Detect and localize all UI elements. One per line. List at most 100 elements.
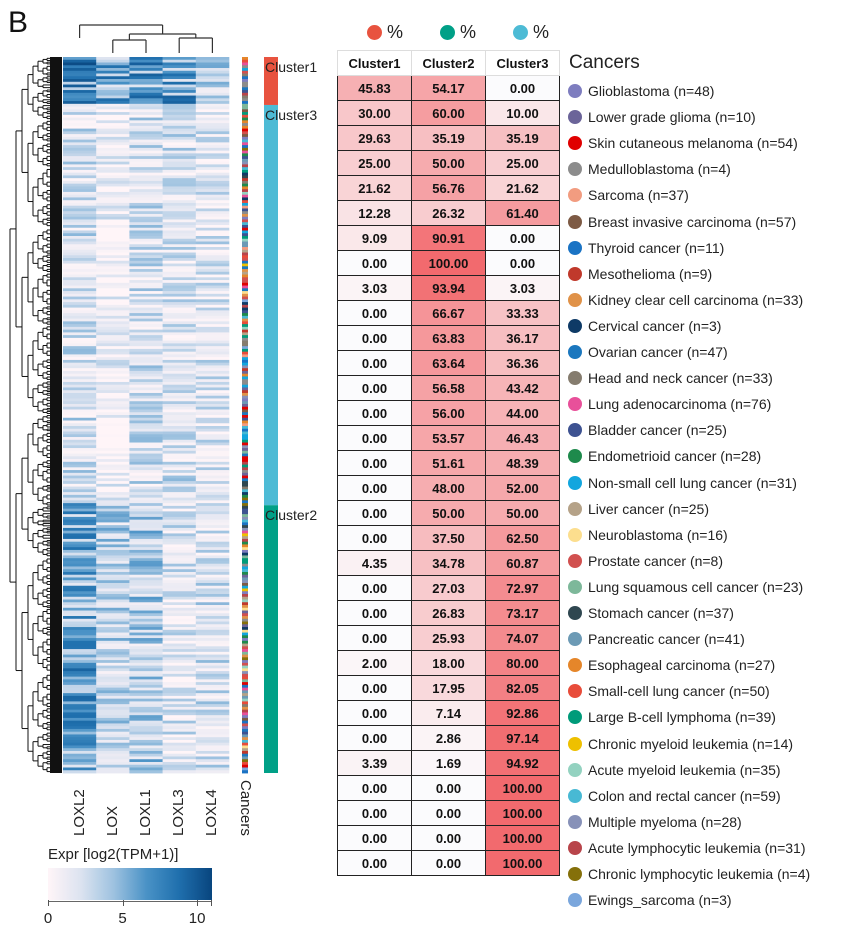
heatmap-cell: [129, 610, 163, 614]
heatmap-cell: [129, 519, 163, 523]
heatmap-cell: [162, 142, 197, 146]
heatmap-cell: [162, 249, 197, 253]
heatmap-cell: [129, 395, 163, 399]
heatmap-cell: [195, 671, 230, 675]
heatmap-cell: [129, 607, 163, 611]
heatmap-cell: [63, 139, 97, 143]
heatmap-cell: [129, 552, 163, 556]
heatmap-cell: [195, 756, 230, 760]
table-row: 0.00 66.67 33.33: [337, 300, 560, 326]
heatmap-cell: [129, 211, 163, 215]
heatmap-cell: [162, 577, 197, 581]
annotation-cell: [242, 643, 248, 647]
circle-icon: [568, 867, 582, 881]
heatmap-cell: [195, 114, 230, 118]
heatmap-cell: [195, 704, 230, 708]
heatmap-cell: [129, 464, 163, 468]
heatmap-cell: [129, 183, 163, 187]
heatmap-cell: [96, 527, 130, 532]
heatmap-cell: [129, 434, 163, 438]
heatmap-cell: [96, 136, 130, 141]
annotation-cell: [242, 530, 248, 534]
table-cell: 36.17: [485, 325, 560, 351]
legend-item: Medulloblastoma (n=4): [568, 156, 731, 182]
heatmap-cell: [96, 720, 130, 724]
heatmap-cell: [129, 673, 163, 678]
annotation-cell: [242, 208, 248, 212]
heatmap-cell: [195, 486, 230, 490]
heatmap-cell: [63, 764, 97, 768]
legend-item: Acute myeloid leukemia (n=35): [568, 757, 781, 783]
heatmap-cell: [63, 497, 97, 501]
heatmap-cell: [195, 205, 230, 209]
heatmap-cell: [63, 582, 97, 587]
heatmap-cell: [129, 591, 163, 595]
heatmap-cell: [195, 640, 230, 644]
heatmap-cell: [96, 112, 130, 116]
heatmap-cell: [129, 227, 163, 231]
heatmap-cell: [195, 282, 230, 286]
heatmap-cell: [96, 723, 130, 727]
heatmap-cell: [63, 87, 97, 91]
heatmap-cell: [129, 547, 163, 551]
heatmap-cell: [162, 511, 197, 515]
heatmap-cell: [96, 120, 130, 124]
heatmap-cell: [195, 247, 230, 251]
heatmap-cell: [96, 426, 130, 430]
heatmap-cell: [96, 318, 130, 322]
heatmap-cell: [162, 291, 197, 295]
heatmap-cell: [162, 646, 197, 650]
heatmap-cell: [162, 172, 197, 176]
circle-icon: [568, 893, 582, 908]
heatmap-cell: [162, 392, 197, 397]
heatmap-cell: [129, 304, 163, 308]
heatmap-cell: [162, 65, 197, 69]
annotation-cell: [242, 726, 248, 730]
heatmap-cell: [129, 169, 163, 174]
heatmap-cell: [63, 255, 97, 259]
heatmap-cell: [63, 456, 97, 460]
heatmap-cell: [96, 180, 130, 185]
heatmap-cell: [96, 205, 130, 209]
heatmap-cell: [63, 649, 97, 653]
heatmap-cell: [162, 310, 197, 314]
heatmap-cell: [129, 335, 163, 339]
annotation-cell: [242, 497, 248, 501]
heatmap-cell: [195, 222, 230, 226]
heatmap-cell: [129, 594, 163, 598]
annotation-cell: [242, 415, 248, 419]
heatmap-cell: [162, 423, 197, 427]
heatmap-cell: [96, 244, 130, 248]
heatmap-cell: [162, 627, 197, 631]
heatmap-cell: [162, 236, 197, 240]
heatmap-cell: [129, 538, 163, 543]
annotation-cell: [242, 401, 248, 405]
heatmap-cell: [129, 616, 163, 620]
heatmap-cell: [162, 560, 197, 565]
heatmap-cell: [96, 591, 130, 595]
heatmap-cell: [195, 236, 230, 240]
annotation-cell: [242, 150, 248, 154]
table-cell: 44.00: [485, 400, 560, 426]
annotation-cell: [242, 191, 248, 196]
heatmap-cell: [162, 682, 197, 686]
annotation-cell: [242, 434, 248, 438]
heatmap-cell: [96, 255, 130, 259]
heatmap-cell: [63, 370, 97, 375]
annotation-cell: [242, 128, 248, 132]
heatmap-cell: [63, 472, 97, 476]
heatmap-cell: [195, 161, 230, 165]
legend-label: Stomach cancer (n=37): [588, 605, 734, 621]
heatmap-cell: [162, 260, 197, 264]
heatmap-cell: [129, 156, 163, 160]
heatmap-cell: [96, 387, 130, 391]
heatmap-cell: [63, 329, 97, 333]
heatmap-cell: [96, 613, 130, 617]
table-cell: 63.83: [411, 325, 486, 351]
heatmap-cell: [162, 508, 197, 512]
table-cell: 45.83: [337, 75, 412, 101]
heatmap-cell: [195, 260, 230, 264]
heatmap-cell: [96, 706, 130, 711]
heatmap-cell: [195, 585, 230, 589]
heatmap-cell: [195, 492, 230, 496]
